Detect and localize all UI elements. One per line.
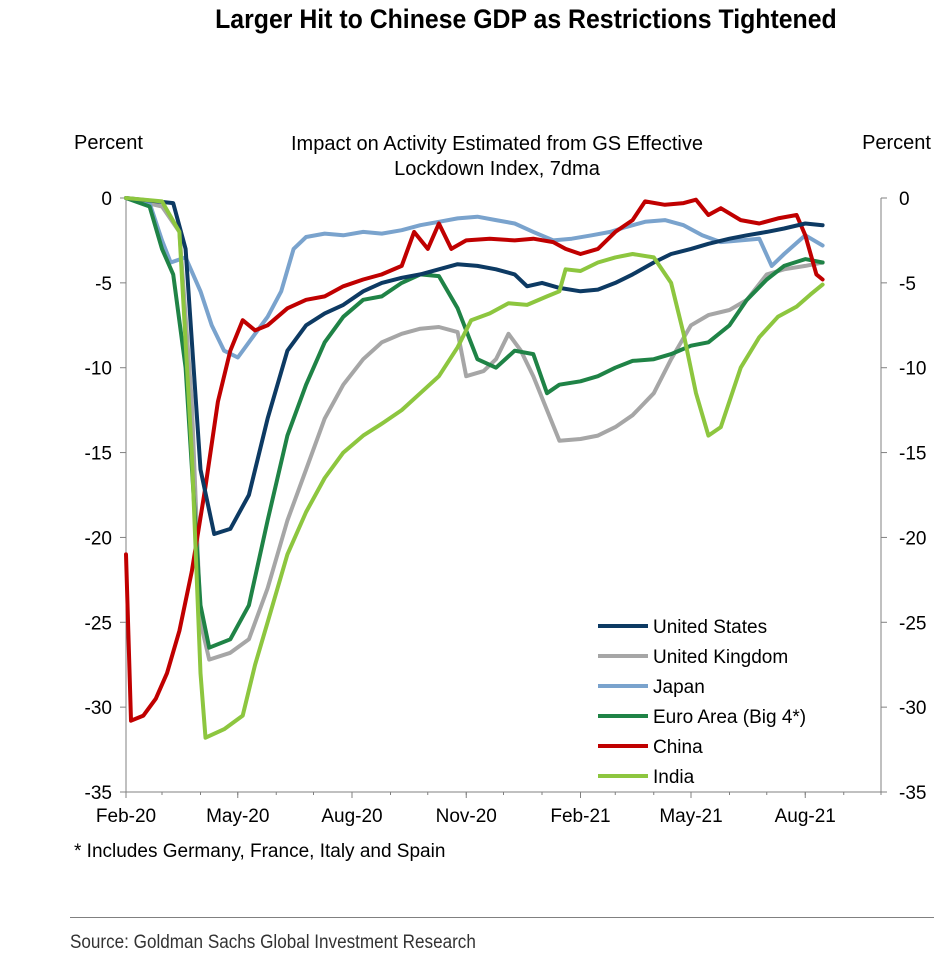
y-tick-label-right: -10 bbox=[899, 359, 926, 380]
chart-title: Larger Hit to Chinese GDP as Restriction… bbox=[215, 4, 837, 34]
legend-label: Euro Area (Big 4*) bbox=[653, 707, 806, 728]
legend-label: China bbox=[653, 737, 703, 758]
y-tick-label-left: -10 bbox=[85, 359, 112, 380]
series-line-united-kingdom bbox=[124, 196, 825, 662]
y-tick-label-right: -30 bbox=[899, 698, 926, 719]
series-line-china bbox=[124, 197, 825, 723]
x-tick-label: May-20 bbox=[206, 806, 269, 827]
series-line-japan bbox=[124, 196, 825, 360]
legend-label: Japan bbox=[653, 677, 705, 698]
y-tick-label-right: -20 bbox=[899, 528, 926, 549]
y-tick-label-left: -5 bbox=[95, 274, 112, 295]
footnote: * Includes Germany, France, Italy and Sp… bbox=[74, 841, 446, 862]
y-tick-label-right: 0 bbox=[899, 189, 910, 210]
y-tick-label-left: -15 bbox=[85, 444, 112, 465]
y-tick-label-left: -20 bbox=[85, 528, 112, 549]
source-note: Source: Goldman Sachs Global Investment … bbox=[70, 932, 476, 953]
y-tick-label-left: -30 bbox=[85, 698, 112, 719]
y-tick-label-right: -35 bbox=[899, 783, 926, 804]
chart-subtitle: Impact on Activity Estimated from GS Eff… bbox=[262, 132, 732, 182]
legend-label: India bbox=[653, 767, 695, 788]
x-tick-label: Feb-20 bbox=[96, 806, 156, 827]
legend-label: United Kingdom bbox=[653, 647, 788, 668]
x-tick-label: Feb-21 bbox=[550, 806, 610, 827]
y-tick-label-right: -5 bbox=[899, 274, 916, 295]
y-tick-label-left: 0 bbox=[101, 189, 112, 210]
y-tick-label-left: -25 bbox=[85, 613, 112, 634]
subtitle-line-1: Impact on Activity Estimated from GS Eff… bbox=[290, 133, 703, 155]
series-line-euro-area-big-4 bbox=[124, 196, 825, 650]
subtitle-line-2: Lockdown Index, 7dma bbox=[394, 158, 600, 180]
series-line-united-states bbox=[124, 196, 825, 536]
y-tick-label-right: -15 bbox=[899, 444, 926, 465]
y-axis-left-label: Percent bbox=[74, 132, 143, 154]
x-tick-label: Aug-21 bbox=[775, 806, 836, 827]
x-tick-label: May-21 bbox=[659, 806, 722, 827]
x-tick-label: Aug-20 bbox=[321, 806, 382, 827]
y-axis-right-label: Percent bbox=[862, 132, 931, 154]
series-line-india bbox=[124, 196, 825, 740]
y-tick-label-left: -35 bbox=[85, 783, 112, 804]
y-tick-label-right: -25 bbox=[899, 613, 926, 634]
legend-label: United States bbox=[653, 617, 767, 638]
x-tick-label: Nov-20 bbox=[436, 806, 497, 827]
divider bbox=[70, 917, 934, 918]
